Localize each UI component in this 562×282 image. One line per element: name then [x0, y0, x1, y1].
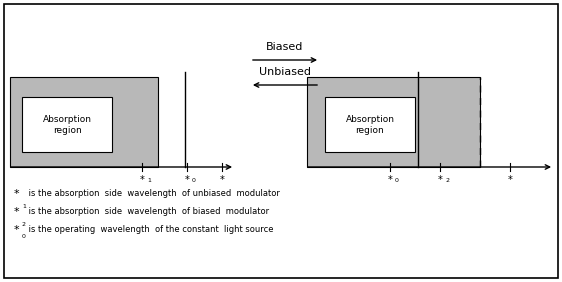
Text: *: *: [220, 175, 224, 185]
Text: *: *: [388, 175, 392, 185]
Text: *: *: [139, 175, 144, 185]
Text: is the operating  wavelength  of the constant  light source: is the operating wavelength of the const…: [26, 226, 274, 235]
Text: 0: 0: [22, 233, 26, 239]
Text: 1: 1: [22, 204, 26, 210]
Text: *: *: [14, 225, 20, 235]
Bar: [307, 77, 480, 167]
Bar: [22, 97, 112, 152]
Text: 2: 2: [445, 178, 449, 183]
Text: Absorption
region: Absorption region: [43, 115, 92, 135]
Text: is the absorption  side  wavelength  of unbiased  modulator: is the absorption side wavelength of unb…: [26, 190, 280, 199]
Text: *: *: [507, 175, 513, 185]
Text: *: *: [14, 189, 20, 199]
Text: Biased: Biased: [266, 42, 303, 52]
Text: is the absorption  side  wavelength  of biased  modulator: is the absorption side wavelength of bia…: [26, 208, 269, 217]
Bar: [325, 97, 415, 152]
Text: Unbiased: Unbiased: [259, 67, 311, 77]
Text: *: *: [184, 175, 189, 185]
Text: 0: 0: [192, 178, 196, 183]
Bar: [10, 77, 158, 167]
Text: *: *: [438, 175, 442, 185]
Text: *: *: [14, 207, 20, 217]
Text: Absorption
region: Absorption region: [346, 115, 395, 135]
Text: 1: 1: [147, 178, 151, 183]
Text: 2: 2: [22, 222, 26, 228]
Text: 0: 0: [395, 178, 399, 183]
